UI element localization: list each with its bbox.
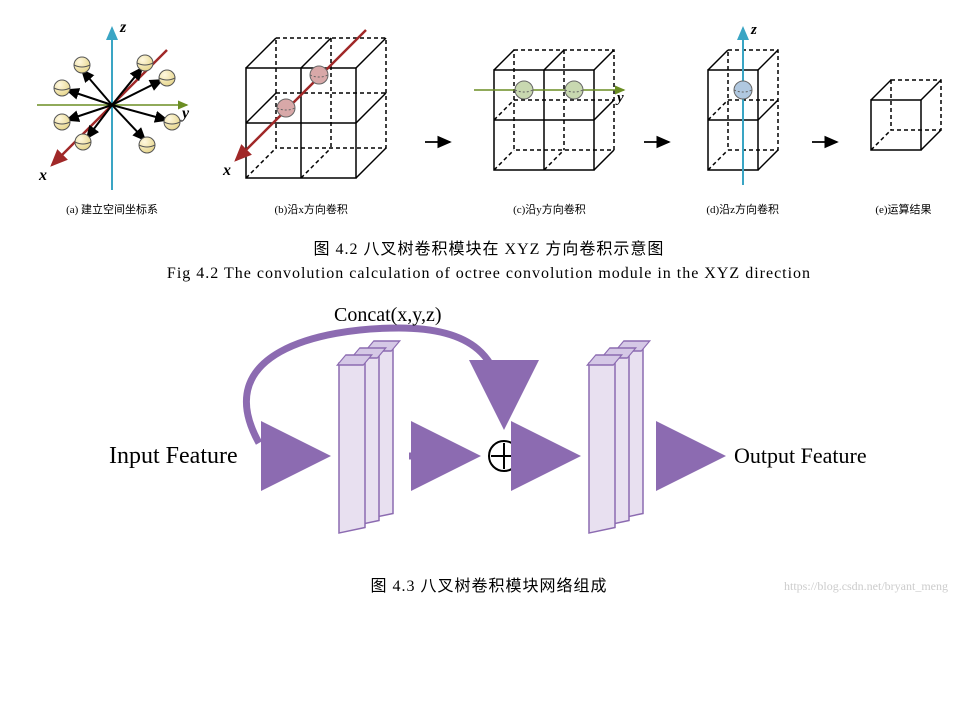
panel-c: y (c)沿y方向卷积	[469, 20, 629, 217]
cube-b-svg: x	[211, 20, 411, 195]
figure-4-2-area: z y x	[20, 20, 958, 596]
octant-spheres	[54, 55, 180, 153]
panel-c-label: (c)沿y方向卷积	[513, 201, 586, 217]
output-feature-label: Output Feature	[734, 443, 867, 468]
conv-block-2	[587, 341, 649, 533]
fig42-caption-cn: 图 4.2 八叉树卷积模块在 XYZ 方向卷积示意图	[20, 235, 958, 259]
cube-d-svg: z	[688, 20, 798, 195]
concat-label: Concat(x,y,z)	[334, 304, 442, 326]
figure-4-3-area: Input Feature Concat(x,y,z)	[20, 303, 958, 596]
cube-2x2x2	[246, 38, 386, 178]
input-feature-label: Input Feature	[109, 443, 238, 469]
panel-d-label: (d)沿z方向卷积	[706, 201, 779, 217]
x-label: x	[38, 167, 47, 184]
sphere-d1	[734, 81, 752, 99]
y-label: y	[180, 105, 190, 122]
sphere-b1	[310, 66, 328, 84]
cube-e-svg	[856, 20, 951, 195]
fig42-panels-row: z y x	[20, 20, 958, 217]
panel-d: z (d)沿z方向卷积	[688, 20, 798, 217]
sphere-c2	[565, 81, 583, 99]
x-label-b: x	[222, 162, 231, 179]
panel-e: (e)运算结果	[856, 20, 951, 217]
sphere-b2	[277, 99, 295, 117]
z-label: z	[119, 20, 127, 36]
conv-block-1	[337, 341, 399, 533]
arrow-de	[812, 42, 842, 217]
panel-e-label: (e)运算结果	[875, 201, 931, 217]
panel-a: z y x	[27, 20, 197, 217]
y-label-c: y	[615, 90, 624, 106]
sphere-c1	[515, 81, 533, 99]
cube-1x2x2	[494, 50, 614, 170]
fig43-svg: Input Feature Concat(x,y,z)	[99, 303, 879, 563]
z-label-d: z	[750, 22, 757, 38]
panel-b-label: (b)沿x方向卷积	[275, 201, 348, 217]
cube-c-svg: y	[469, 20, 629, 195]
arrow-cd	[644, 42, 674, 217]
cube-result	[871, 80, 941, 150]
watermark: https://blog.csdn.net/bryant_meng	[784, 579, 948, 594]
arrow-bc	[425, 42, 455, 217]
panel-a-label: (a) 建立空间坐标系	[66, 201, 158, 217]
coord-system-svg: z y x	[27, 20, 197, 195]
fig42-caption-en: Fig 4.2 The convolution calculation of o…	[20, 265, 958, 283]
panel-b: x (b)沿x方向卷积	[211, 20, 411, 217]
